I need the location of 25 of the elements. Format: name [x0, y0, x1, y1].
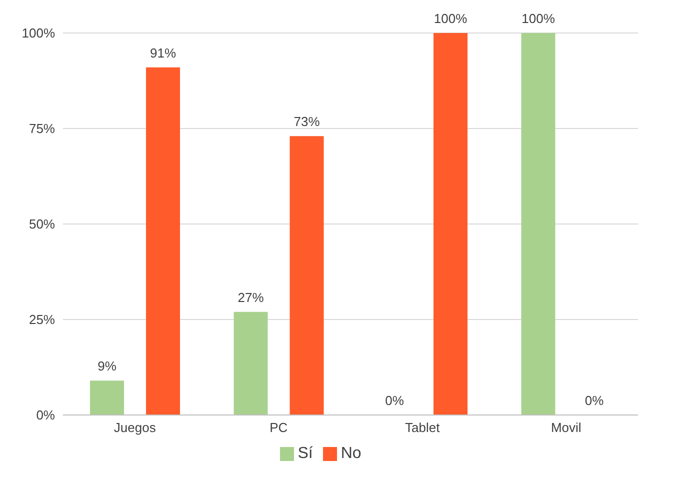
- x-tick-label: Juegos: [114, 420, 156, 436]
- x-tick-label: Tablet: [405, 420, 440, 436]
- y-tick-label: 50%: [28, 216, 56, 232]
- bar: [434, 33, 468, 415]
- bar: [146, 67, 180, 415]
- bar: [521, 33, 556, 415]
- x-tick-label: PC: [270, 420, 288, 436]
- x-tick-label: Movil: [550, 420, 582, 436]
- data-label: 100%: [434, 11, 468, 26]
- bar: [90, 380, 124, 415]
- data-label: 100%: [522, 11, 556, 26]
- data-label: 27%: [238, 290, 264, 305]
- data-label: 0%: [584, 392, 604, 408]
- legend-label: No: [340, 445, 362, 462]
- y-tick-label: 75%: [28, 121, 56, 136]
- y-tick-label: 0%: [36, 408, 56, 423]
- legend-label: Sí: [298, 445, 313, 462]
- bar: [290, 136, 324, 415]
- y-tick-label: 100%: [22, 26, 56, 41]
- data-label: 91%: [150, 45, 176, 60]
- data-label: 0%: [385, 392, 404, 408]
- data-label: 73%: [294, 114, 320, 130]
- data-label: 9%: [98, 358, 117, 374]
- bar: [234, 312, 268, 415]
- y-tick-label: 25%: [28, 312, 56, 328]
